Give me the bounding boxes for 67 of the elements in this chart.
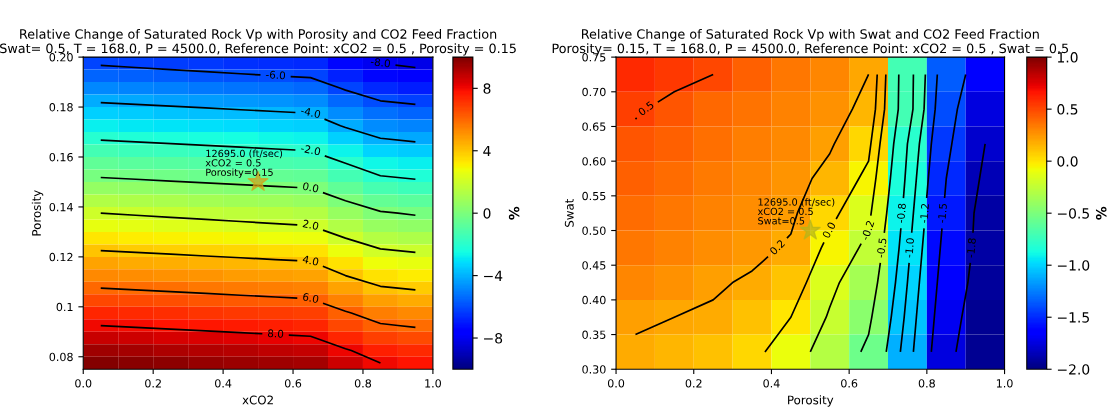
color-bar-label: −1.0 [1057,260,1090,271]
y-tick-label: 0.40 [582,295,606,305]
y-tick-label: 0.60 [582,157,606,166]
x-tick-label: 0.6 [841,379,858,388]
y-tick-label: 0.14 [49,202,73,212]
y-tick-label: 0.45 [582,261,606,270]
y-tick-label: 0.35 [582,330,606,339]
y-tick-label: 0.16 [49,152,73,162]
color-bar-label: −2.0 [1057,364,1090,375]
x-tick-label: 0.0 [607,379,625,388]
y-axis-title: Swat [564,198,574,227]
color-bar-label: 0.5 [1057,104,1078,115]
annotation: -1.0 [904,238,915,258]
color-bar-label: 0 [483,208,491,219]
annotation: -1.5 [937,203,948,224]
color-bar-label: 1.0 [1057,52,1078,63]
annotation: -1.8 [966,238,977,258]
x-axis-title: Porosity [788,395,834,407]
x-tick-label: 0.0 [75,379,92,388]
x-tick-label: 0.2 [685,379,702,388]
annotation: -4.0 [300,106,321,119]
color-bar-title: % [1095,206,1107,220]
annotation: -0.2 [860,220,875,241]
annotation: 0.0 [821,221,836,239]
annotation: 8.0 [267,329,284,338]
y-tick-label: 0.1 [56,302,73,312]
y-tick-label: 0.65 [582,122,606,131]
color-bar-label: 0.0 [1057,156,1078,167]
y-tick-label: 0.12 [49,252,73,262]
color-bar-label: −0.5 [1057,208,1089,219]
annotation: 0.2 [769,239,786,256]
y-tick-label: 0.50 [582,226,606,235]
color-bar-label: −8 [484,333,503,344]
y-tick-label: 0.30 [582,365,606,374]
annotation: -0.5 [876,238,887,258]
color-bar-label: −4 [484,270,503,281]
annotation: -0.8 [896,203,907,224]
y-tick-label: 0.70 [582,87,606,97]
color-bar-label: −1.5 [1057,312,1089,323]
x-tick-label: 1.0 [996,379,1013,388]
x-tick-label: 0.4 [215,379,232,388]
x-tick-label: 0.8 [918,379,935,388]
color-bar-title: % [508,206,520,220]
annotation: 0.0 [302,181,319,193]
annotation: -2.0 [300,144,321,156]
x-tick-label: 0.8 [354,379,372,388]
annotation: 0.5 [637,100,655,117]
x-tick-label: 0.2 [145,379,161,388]
annotation: -6.0 [265,70,286,80]
y-tick-label: 0.55 [582,191,606,201]
color-bar-label: 8 [483,83,491,94]
y-axis-title: Porosity [31,190,44,236]
annotation: -8.0 [370,57,391,68]
annotation: 4.0 [302,254,319,266]
chart-title: Relative Change of Saturated Rock Vp with Swat and CO2 Feed Fraction [582,28,1039,42]
x-tick-label: 0.4 [763,379,780,388]
annotation: 12695.0 (ft/sec) xCO2 = 0.5 Porosity=0.15 [205,149,283,178]
y-tick-label: 0.08 [49,352,73,362]
x-tick-label: 0.6 [284,379,302,388]
chart-title: Relative Change of Saturated Rock Vp with Porosity and CO2 Feed Fraction [20,28,497,42]
x-tick-label: 1.0 [425,379,441,388]
color-bar-label: 4 [483,145,491,157]
annotation: 2.0 [302,219,319,231]
annotation: 6.0 [302,292,319,304]
annotation: -1.2 [919,203,929,224]
x-axis-title: xCO2 [242,395,273,405]
y-tick-label: 0.18 [49,103,73,112]
